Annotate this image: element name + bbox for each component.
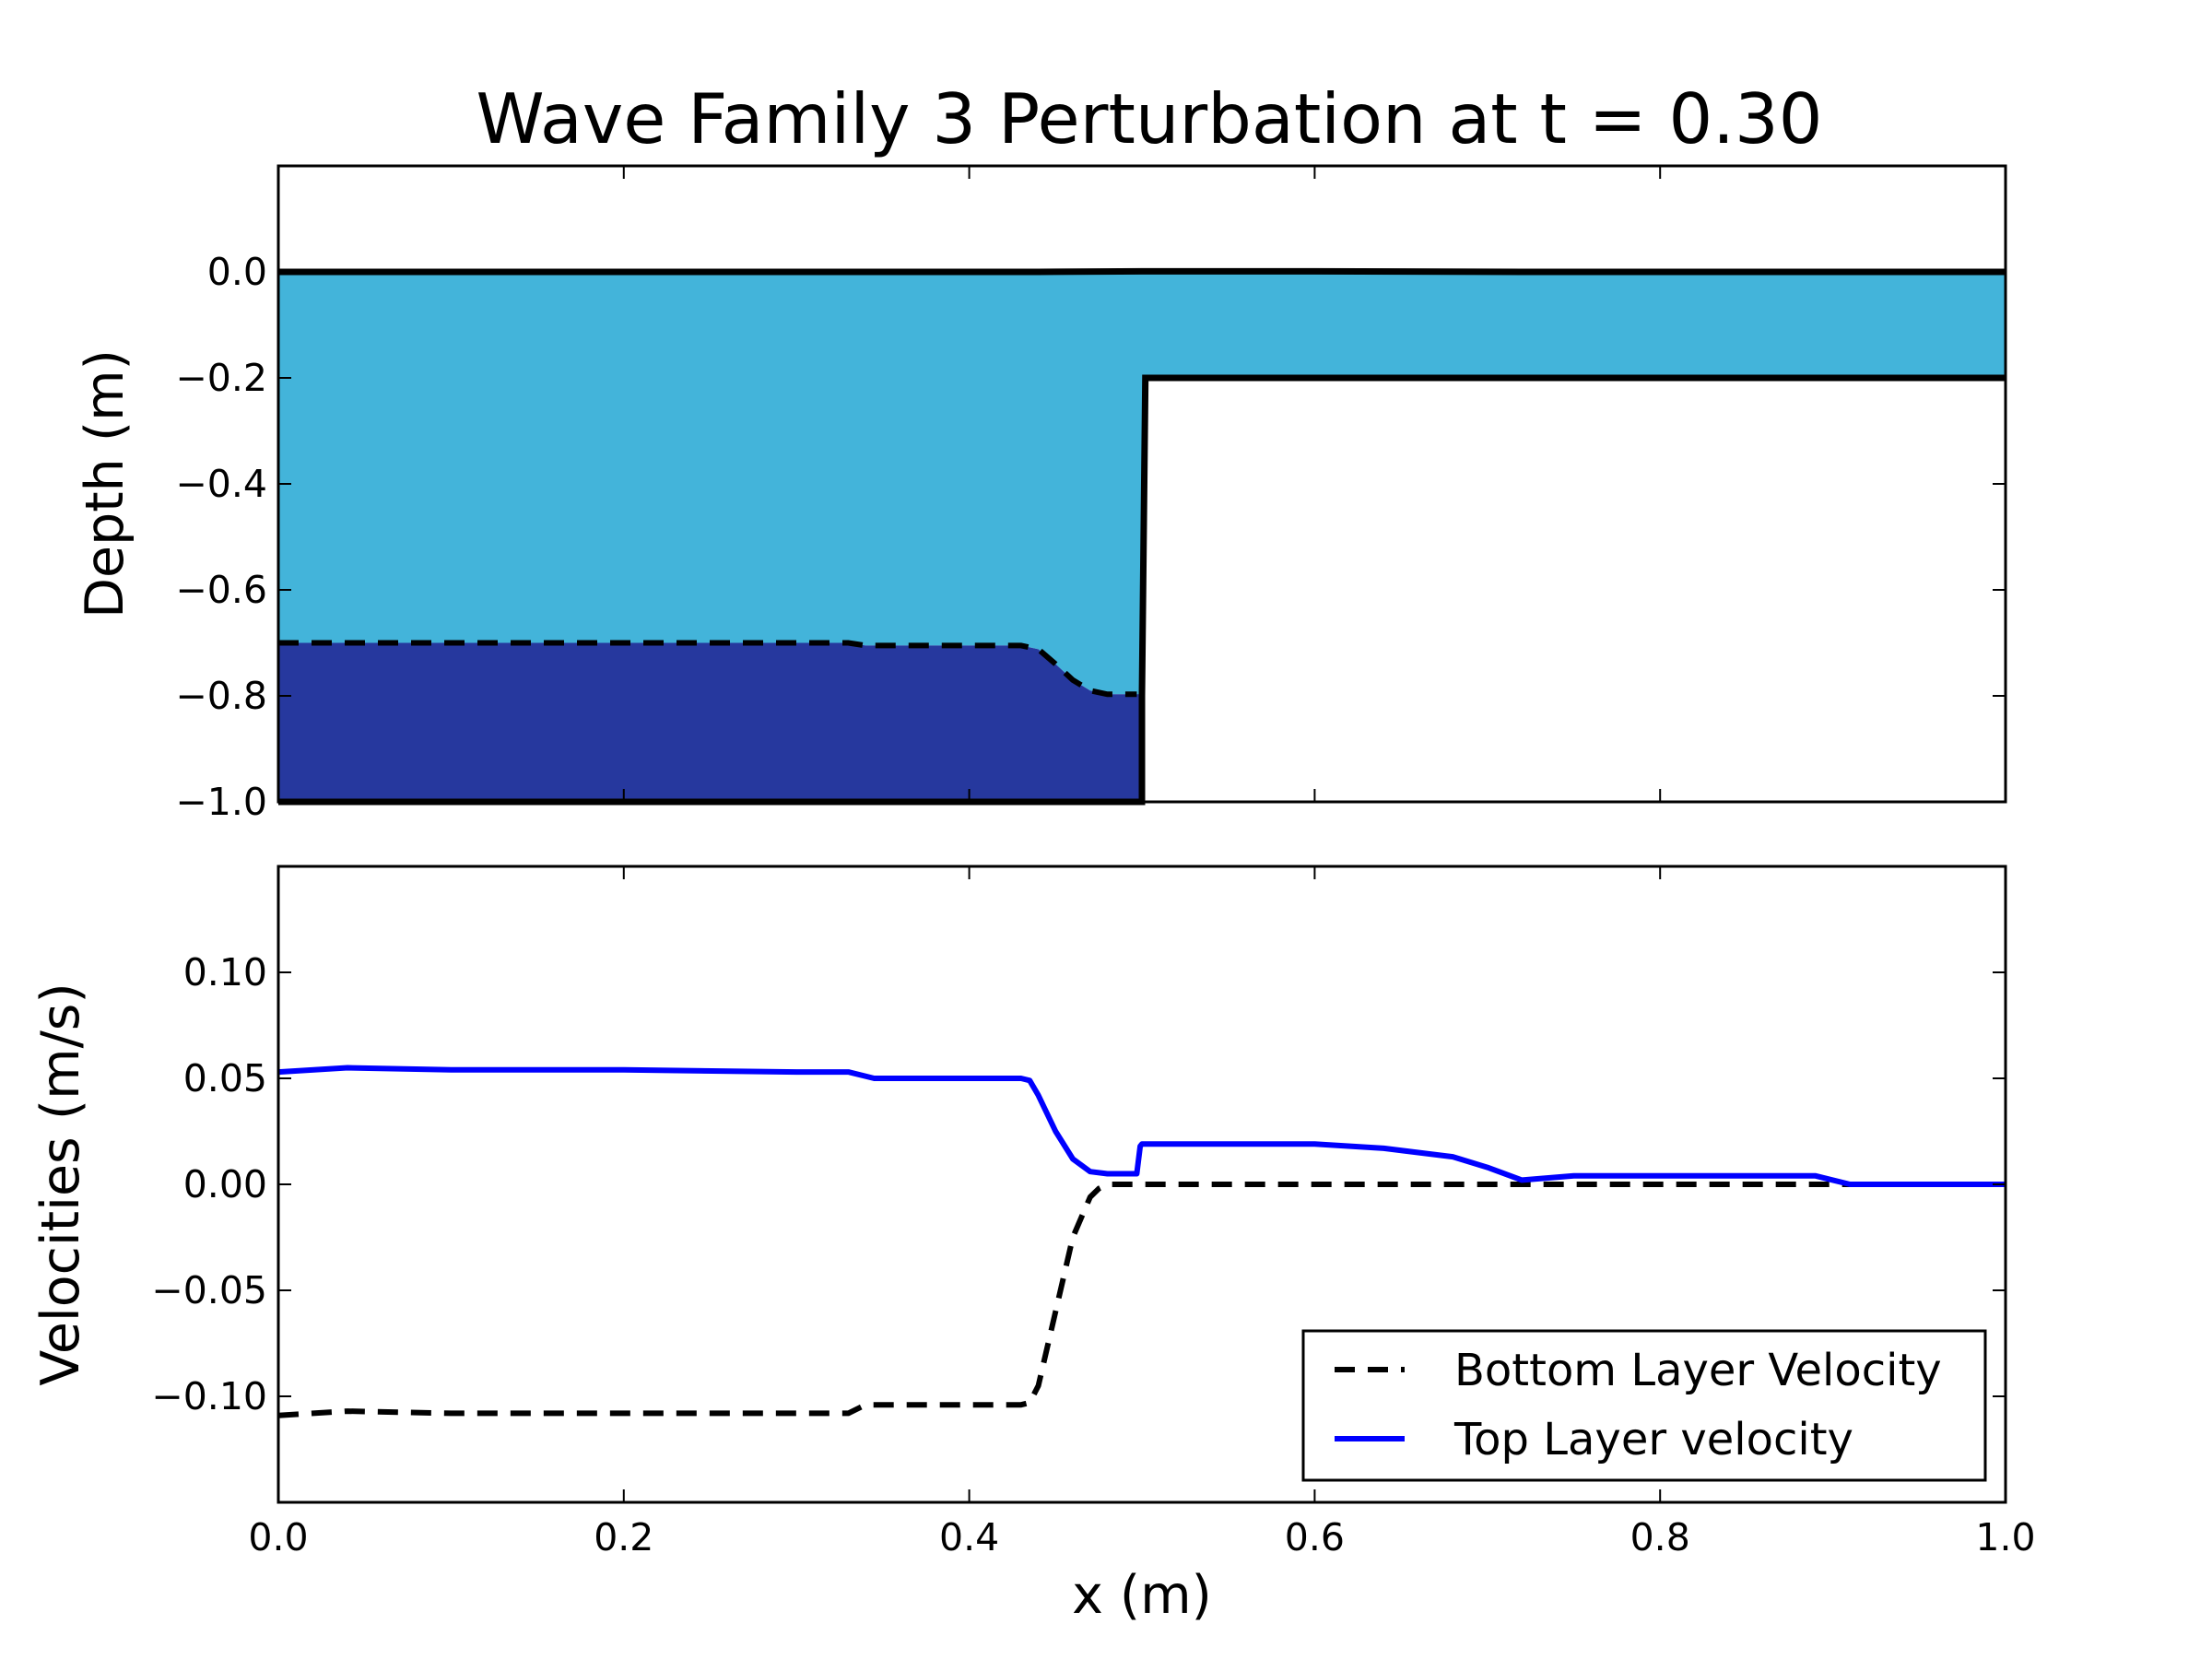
depth-y-tick-label: −1.0 — [175, 780, 267, 824]
velocity-panel: 0.0 0.2 0.4 0.6 0.8 1.0 0.10 0.05 0.00 −0.05 −0.10… — [30, 865, 2036, 1626]
velocity-y-axis-label: Velocities (m/s) — [30, 982, 91, 1386]
velocity-x-tick-label: 0.2 — [594, 1515, 653, 1559]
velocity-axes-frame — [276, 865, 2007, 1504]
velocity-lines — [277, 1065, 2006, 1418]
velocity-x-tick-label: 0.8 — [1630, 1515, 1690, 1559]
legend-box — [1301, 1329, 1987, 1482]
velocity-y-tick-label: 0.10 — [183, 950, 267, 994]
depth-y-axis-label: Depth (m) — [75, 349, 135, 618]
depth-ticks: 0.0 −0.2 −0.4 −0.6 −0.8 −1.0 — [175, 166, 2006, 824]
depth-axes-frame — [276, 164, 2007, 804]
interface-line — [278, 640, 1137, 698]
bottom-velocity-line — [277, 1182, 2006, 1418]
legend: Bottom Layer Velocity Top Layer velocity — [1301, 1329, 1987, 1482]
depth-y-tick-label: −0.6 — [175, 568, 267, 612]
velocity-y-tick-label: −0.05 — [151, 1268, 267, 1312]
velocity-y-tick-label: 0.05 — [183, 1056, 267, 1100]
velocity-x-tick-label: 1.0 — [1975, 1515, 2035, 1559]
velocity-ticks: 0.0 0.2 0.4 0.6 0.8 1.0 0.10 0.05 0.00 −0.05 −0.10 — [151, 866, 2036, 1559]
velocity-x-tick-label: 0.6 — [1285, 1515, 1345, 1559]
chart-title: Wave Family 3 Perturbation at t = 0.30 — [477, 78, 1823, 159]
velocity-y-tick-label: −0.10 — [151, 1374, 267, 1418]
velocity-x-tick-label: 0.4 — [939, 1515, 999, 1559]
depth-y-tick-label: −0.8 — [175, 674, 267, 718]
legend-label-bottom-velocity: Bottom Layer Velocity — [1454, 1345, 1942, 1396]
depth-y-tick-label: −0.2 — [175, 356, 267, 400]
depth-y-tick-label: 0.0 — [207, 250, 267, 294]
bottom-layer-fill — [278, 642, 1142, 802]
velocity-y-tick-label: 0.00 — [183, 1162, 267, 1206]
top-velocity-line — [277, 1065, 2006, 1187]
surface-line — [278, 267, 2006, 276]
depth-panel: 0.0 −0.2 −0.4 −0.6 −0.8 −1.0 Depth (m) — [75, 164, 2007, 824]
legend-label-top-velocity: Top Layer velocity — [1453, 1414, 1853, 1465]
velocity-x-tick-label: 0.0 — [248, 1515, 308, 1559]
depth-y-tick-label: −0.4 — [175, 462, 267, 506]
x-axis-label: x (m) — [1072, 1565, 1212, 1626]
